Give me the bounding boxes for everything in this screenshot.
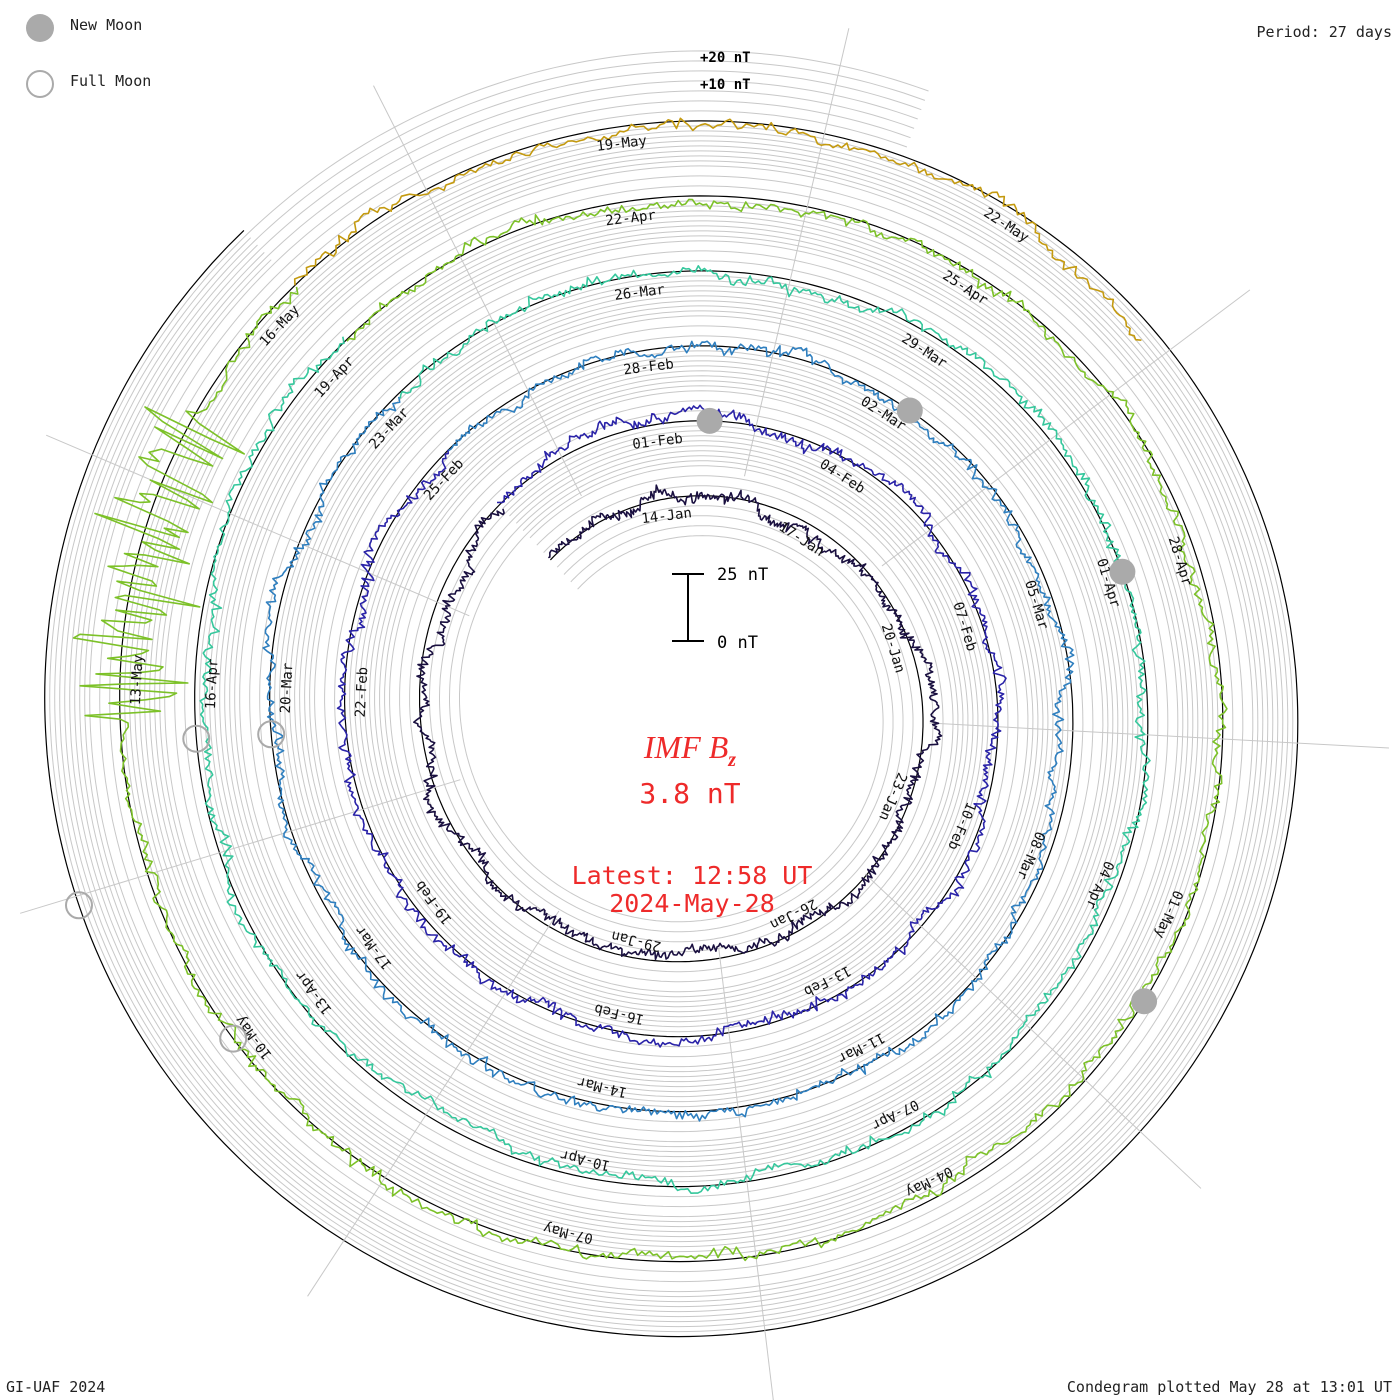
grid <box>20 28 1389 1400</box>
grid-spoke <box>929 722 1389 749</box>
date-label: 16-Apr <box>203 658 222 709</box>
date-label: 20-Mar <box>278 662 297 713</box>
full-moon-icon <box>182 724 211 753</box>
grid-spiral <box>49 50 1294 1333</box>
latest-time: Latest: 12:58 UT <box>572 861 813 890</box>
date-label: 28-Feb <box>623 356 675 378</box>
outer-scale-10: +10 nT <box>700 77 751 93</box>
scale-bar: 25 nT 0 nT <box>672 565 768 653</box>
full-moon-icon <box>26 70 54 98</box>
chart-title-subscript: z <box>727 749 736 771</box>
period-label: Period: 27 days <box>1256 23 1392 41</box>
date-label: 11-Mar <box>835 1029 887 1066</box>
credit-label: GI-UAF 2024 <box>6 1378 106 1396</box>
date-label: 29-Jan <box>610 927 663 954</box>
grid-spiral <box>89 90 1254 1293</box>
series-line <box>262 340 1075 1122</box>
new-moon-icon <box>1131 988 1158 1015</box>
legend-full-moon-label: Full Moon <box>70 72 152 90</box>
grid-spoke <box>307 910 560 1297</box>
grid-spoke <box>373 85 582 497</box>
latest-date: 2024-May-28 <box>609 889 775 918</box>
date-label: 22-Apr <box>605 207 657 229</box>
outer-scale-labels: +20 nT +10 nT <box>700 50 751 93</box>
scale-bottom-label: 0 nT <box>717 633 758 653</box>
chart-title: IMF Bz <box>643 729 736 771</box>
grid-spiral <box>54 130 1289 1328</box>
date-label: 14-Jan <box>641 505 693 527</box>
full-moon-icon <box>65 891 93 920</box>
series-line <box>293 117 1142 341</box>
new-moon-icon <box>26 14 54 42</box>
moon-markers <box>65 397 1158 1053</box>
current-value: 3.8 nT <box>639 777 740 810</box>
grid-spiral <box>84 160 1259 1298</box>
chart-title-main: IMF B <box>643 729 728 765</box>
date-label: 26-Mar <box>614 282 666 304</box>
series-line <box>199 265 1151 1194</box>
grid-spoke <box>864 873 1202 1189</box>
center-panel: 25 nT 0 nT IMF Bz 3.8 nT Latest: 12:58 U… <box>572 565 813 918</box>
grid-spiral <box>74 150 1269 1308</box>
series-line <box>72 198 1228 1262</box>
new-moon-icon <box>696 407 723 434</box>
grid-spoke <box>20 779 461 914</box>
grid-spiral <box>64 140 1279 1318</box>
full-moon-icon <box>219 1024 248 1053</box>
new-moon-icon <box>1109 558 1136 585</box>
new-moon-icon <box>896 397 923 424</box>
date-label: 19-May <box>596 133 648 155</box>
grid-spoke <box>881 289 1251 567</box>
grid-spiral <box>69 70 1274 1313</box>
date-label: 07-Apr <box>869 1096 921 1133</box>
grid-spiral <box>99 100 1244 1283</box>
plotted-label: Condegram plotted May 28 at 13:01 UT <box>1066 1378 1392 1396</box>
grid-spoke <box>743 28 850 477</box>
grid-spoke <box>46 434 470 617</box>
full-moon-icon <box>257 720 286 749</box>
date-label: 23-Jan <box>875 770 910 823</box>
date-label: 22-Feb <box>353 666 372 717</box>
grid-spiral <box>79 80 1264 1303</box>
date-label: 01-Feb <box>632 431 684 453</box>
grid-spiral <box>59 60 1284 1323</box>
outer-scale-20: +20 nT <box>700 50 751 66</box>
legend-new-moon-label: New Moon <box>70 16 143 34</box>
date-label: 13-May <box>128 654 147 705</box>
scale-top-label: 25 nT <box>717 565 768 585</box>
grid-spiral <box>109 110 1234 1273</box>
series-line <box>336 404 1007 1048</box>
date-label: 28-Apr <box>1165 535 1195 588</box>
series-line <box>413 484 943 961</box>
series-traces <box>72 117 1228 1262</box>
